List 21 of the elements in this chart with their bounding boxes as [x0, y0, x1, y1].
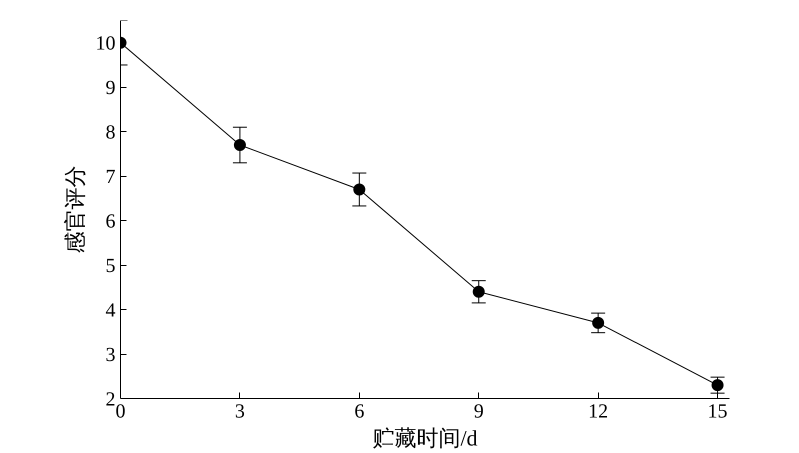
y-tick-label: 10: [96, 32, 116, 55]
x-tick-label: 6: [354, 400, 364, 422]
x-tick-label: 15: [708, 400, 728, 422]
x-tick-label: 0: [116, 400, 126, 422]
y-tick-label: 9: [106, 77, 116, 100]
y-tick-label: 8: [106, 122, 116, 144]
y-tick-label: 4: [106, 300, 116, 322]
y-tick-label: 3: [106, 344, 116, 366]
x-axis-title: 贮藏时间/d: [372, 426, 478, 450]
x-tick-label: 9: [474, 400, 484, 422]
x-tick-label: 12: [588, 400, 608, 422]
y-tick-label: 6: [106, 210, 116, 233]
y-axis-title: 感官评分: [62, 166, 88, 254]
point: [234, 139, 246, 152]
y-tick-label: 5: [106, 255, 116, 278]
y-tick-label: 2: [106, 388, 116, 410]
point: [592, 316, 604, 329]
point: [353, 184, 366, 196]
x-tick-label: 3: [234, 400, 245, 422]
y-tick-label: 7: [106, 166, 116, 188]
point: [472, 286, 485, 298]
